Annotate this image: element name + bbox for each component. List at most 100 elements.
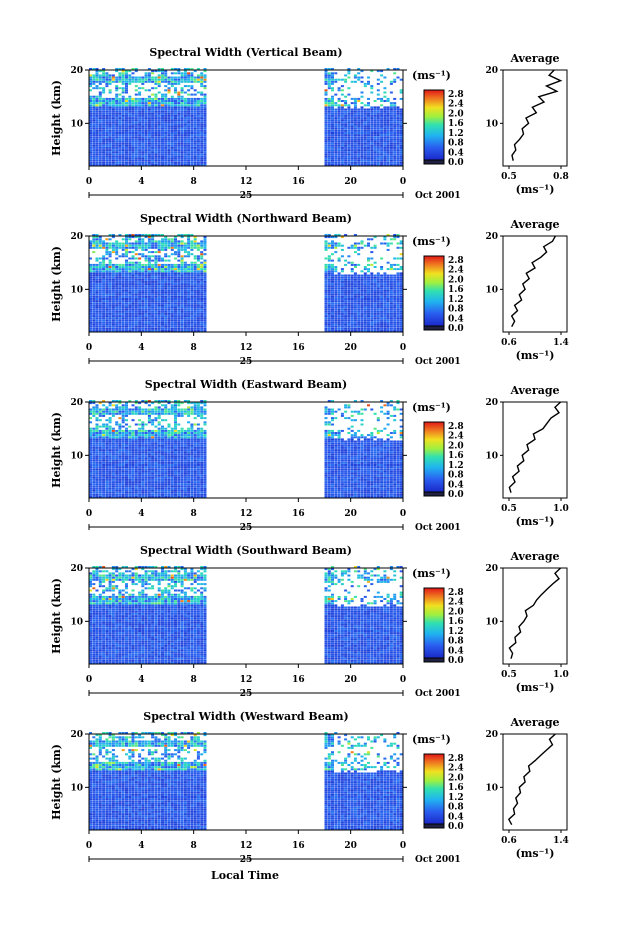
heatmap-cell bbox=[177, 289, 181, 292]
heatmap-cell bbox=[92, 321, 96, 324]
heatmap-cell bbox=[95, 293, 99, 296]
heatmap-cell bbox=[180, 151, 184, 154]
heatmap-cell bbox=[187, 89, 191, 92]
heatmap-cell bbox=[196, 78, 200, 81]
heatmap-cell bbox=[327, 323, 331, 326]
heatmap-cell bbox=[193, 285, 197, 288]
heatmap-cell bbox=[190, 315, 194, 318]
heatmap-cell bbox=[105, 483, 109, 486]
heatmap-cell bbox=[164, 151, 168, 154]
heatmap-cell bbox=[111, 461, 115, 464]
heatmap-cell bbox=[350, 298, 354, 300]
heatmap-cell bbox=[334, 155, 338, 158]
heatmap-cell bbox=[353, 132, 357, 134]
heatmap-cell bbox=[190, 270, 194, 273]
heatmap-cell bbox=[111, 144, 115, 147]
heatmap-cell bbox=[98, 436, 102, 439]
heatmap-cell bbox=[89, 104, 92, 107]
heatmap-cell bbox=[121, 136, 125, 139]
heatmap-cell bbox=[105, 268, 109, 271]
heatmap-cell bbox=[196, 106, 200, 109]
heatmap-cell bbox=[102, 291, 106, 294]
heatmap-cell bbox=[121, 315, 125, 318]
heatmap-cell bbox=[193, 270, 197, 273]
heatmap-cell bbox=[386, 68, 390, 70]
heatmap-cell bbox=[203, 108, 207, 111]
heatmap-cell bbox=[108, 121, 112, 124]
heatmap-cell bbox=[102, 121, 106, 124]
heatmap-cell bbox=[121, 238, 125, 241]
heatmap-cell bbox=[370, 136, 374, 139]
heatmap-cell bbox=[115, 493, 119, 496]
heatmap-cell bbox=[105, 308, 109, 311]
heatmap-cell bbox=[170, 304, 174, 307]
heatmap-cell bbox=[393, 140, 397, 143]
profile-y-tick-label: 10 bbox=[485, 285, 498, 295]
heatmap-cell bbox=[164, 97, 168, 100]
heatmap-cell bbox=[380, 327, 384, 330]
heatmap-cell bbox=[102, 425, 106, 428]
heatmap-cell bbox=[108, 74, 112, 77]
heatmap-cell bbox=[151, 97, 155, 100]
heatmap-cell bbox=[92, 251, 96, 254]
heatmap-cell bbox=[396, 142, 400, 145]
heatmap-cell bbox=[98, 242, 102, 245]
heatmap-cell bbox=[115, 270, 119, 273]
heatmap-cell bbox=[105, 129, 109, 132]
heatmap-cell bbox=[89, 442, 92, 445]
heatmap-cell bbox=[161, 283, 164, 286]
heatmap-cell bbox=[167, 134, 171, 137]
heatmap-cell bbox=[177, 280, 181, 283]
heatmap-cell bbox=[196, 151, 200, 154]
heatmap-cell bbox=[389, 295, 393, 298]
heatmap-cell bbox=[183, 244, 187, 247]
heatmap-cell bbox=[118, 93, 122, 96]
heatmap-cell bbox=[383, 142, 387, 145]
heatmap-cell bbox=[180, 114, 184, 117]
heatmap-cell bbox=[334, 136, 338, 139]
heatmap-cell bbox=[115, 321, 119, 324]
heatmap-cell bbox=[170, 266, 174, 268]
heatmap-cell bbox=[111, 302, 115, 305]
heatmap-cell bbox=[327, 242, 331, 245]
heatmap-cell bbox=[121, 308, 125, 311]
heatmap-cell bbox=[125, 325, 128, 328]
heatmap-cell bbox=[105, 493, 109, 496]
heatmap-cell bbox=[187, 283, 191, 286]
heatmap-cell bbox=[108, 319, 112, 322]
heatmap-cell bbox=[193, 319, 197, 322]
heatmap-cell bbox=[138, 129, 142, 132]
heatmap-cell bbox=[125, 132, 128, 134]
heatmap-cell bbox=[324, 123, 328, 126]
heatmap-cell bbox=[154, 276, 158, 279]
heatmap-cell bbox=[134, 312, 138, 315]
heatmap-cell bbox=[344, 312, 348, 315]
heatmap-cell bbox=[167, 140, 171, 143]
heatmap-cell bbox=[386, 287, 390, 290]
heatmap-cell bbox=[111, 97, 115, 100]
heatmap-cell bbox=[344, 278, 348, 281]
heatmap-cell bbox=[102, 434, 106, 437]
heatmap-cell bbox=[383, 236, 387, 239]
heatmap-cell bbox=[115, 310, 119, 313]
heatmap-cell bbox=[147, 270, 151, 273]
heatmap-cell bbox=[174, 142, 177, 145]
heatmap-cell bbox=[118, 164, 122, 166]
heatmap-cell bbox=[370, 132, 374, 134]
heatmap-cell bbox=[334, 268, 338, 271]
heatmap-cell bbox=[151, 255, 155, 258]
heatmap-cell bbox=[102, 321, 106, 324]
heatmap-cell bbox=[177, 312, 181, 315]
heatmap-cell bbox=[331, 298, 334, 300]
heatmap-cell bbox=[164, 244, 168, 247]
heatmap-cell bbox=[141, 317, 145, 320]
heatmap-cell bbox=[177, 80, 181, 83]
heatmap-cell bbox=[138, 268, 142, 271]
heatmap-cell bbox=[367, 117, 370, 120]
heatmap-cell bbox=[95, 466, 99, 469]
heatmap-cell bbox=[174, 293, 177, 296]
heatmap-cell bbox=[347, 117, 351, 120]
heatmap-cell bbox=[98, 278, 102, 281]
heatmap-cell bbox=[190, 127, 194, 130]
heatmap-cell bbox=[108, 449, 112, 452]
